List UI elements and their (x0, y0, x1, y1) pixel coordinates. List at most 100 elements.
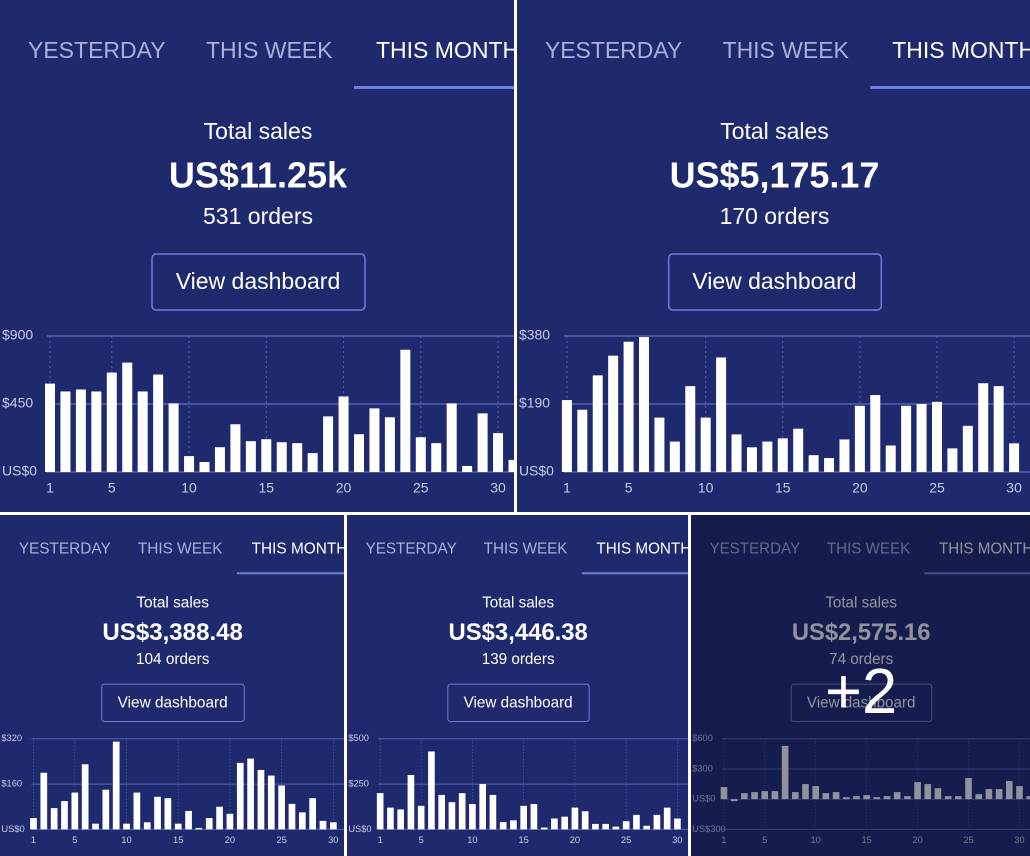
bar (278, 785, 285, 830)
app-screenshot: YESTERDAY THIS WEEK THIS MONTH Total sales U… (691, 515, 1030, 856)
bar (168, 403, 179, 472)
orders-count: 170 orders (720, 203, 830, 229)
bar (995, 789, 1003, 800)
bar (397, 809, 404, 830)
x-tick-label: 10 (811, 835, 821, 845)
y-tick-label: US$0 (692, 794, 715, 804)
bar (854, 405, 865, 472)
bar (663, 807, 671, 830)
bar (185, 810, 192, 830)
tab-indicator (236, 572, 344, 575)
bar (870, 395, 881, 472)
bar (205, 818, 213, 830)
dashboard-button-label[interactable]: View dashboard (118, 695, 228, 712)
bar (247, 758, 254, 830)
bar (354, 434, 364, 472)
bar (245, 441, 256, 472)
tab[interactable]: YESTERDAY (709, 541, 800, 558)
bar (323, 416, 334, 472)
bar (91, 391, 102, 472)
tab[interactable]: YESTERDAY (366, 541, 457, 558)
tab[interactable]: THIS WEEK (206, 37, 333, 63)
bar (195, 827, 203, 830)
bar (133, 792, 141, 830)
dashboard-button-label[interactable]: View dashboard (692, 268, 856, 294)
y-tick-label: $900 (2, 327, 33, 343)
x-tick-label: 5 (72, 835, 77, 845)
app-screenshot: YESTERDAY THIS WEEK THIS MONTH Total sales U… (347, 515, 688, 856)
tab[interactable]: THIS MONTH (939, 541, 1030, 558)
bar (622, 821, 630, 830)
tab[interactable]: THIS WEEK (827, 541, 910, 558)
bar (387, 807, 394, 830)
tab[interactable]: THIS WEEK (723, 37, 850, 63)
bar (60, 391, 71, 472)
x-tick-label: 5 (625, 480, 633, 496)
tab[interactable]: THIS MONTH (892, 37, 1030, 63)
dashboard-button[interactable] (447, 683, 590, 722)
tab[interactable]: THIS MONTH (252, 541, 344, 558)
x-tick-label: 5 (419, 835, 424, 845)
bar (261, 439, 272, 472)
bar (771, 791, 779, 800)
x-tick-label: 30 (672, 835, 682, 845)
bar (61, 801, 68, 830)
bar (924, 784, 932, 800)
x-tick-label: 15 (259, 480, 275, 496)
bar (824, 458, 835, 472)
orders-count: 74 orders (829, 651, 893, 668)
tab-indicator (581, 572, 688, 575)
tab[interactable]: YESTERDAY (19, 541, 111, 558)
tab[interactable]: THIS WEEK (138, 541, 223, 558)
bar (985, 789, 993, 800)
bar (438, 794, 445, 830)
x-tick-label: 30 (328, 835, 338, 845)
x-tick-label: 10 (467, 835, 477, 845)
bar (469, 803, 476, 830)
tab[interactable]: YESTERDAY (28, 37, 166, 63)
bar (978, 383, 989, 472)
tab[interactable]: THIS WEEK (484, 541, 569, 558)
bar (685, 386, 696, 472)
x-tick-label: 5 (108, 480, 116, 496)
tab[interactable]: YESTERDAY (545, 37, 682, 63)
bar (893, 792, 901, 800)
bar (417, 805, 425, 830)
dim-overlay[interactable] (691, 515, 1030, 856)
bar (901, 405, 912, 472)
dashboard-button[interactable] (101, 683, 245, 722)
bar (154, 796, 161, 830)
bar (102, 789, 110, 830)
app-screenshot: YESTERDAY THIS WEEK THIS MONTH Total sales U… (0, 0, 514, 512)
bar (384, 417, 395, 472)
bar (236, 762, 244, 830)
y-tick-label: $250 (348, 779, 369, 789)
bar (30, 818, 37, 830)
dashboard-button-label[interactable]: View dashboard (176, 268, 341, 294)
more-count[interactable]: +2 (825, 656, 897, 727)
tab[interactable]: THIS MONTH (376, 37, 514, 63)
sales-label: Total sales (482, 595, 554, 612)
tab[interactable]: THIS MONTH (596, 541, 688, 558)
bar (934, 788, 942, 800)
bar (499, 822, 507, 830)
bar (448, 802, 456, 830)
bar (122, 362, 133, 472)
bar (873, 797, 881, 800)
x-tick-label: 25 (276, 835, 286, 845)
y-tick-label: $450 (2, 395, 33, 411)
bar (510, 820, 517, 830)
bar (944, 796, 952, 800)
y-tick-label: $600 (692, 733, 713, 743)
dashboard-button[interactable] (790, 683, 933, 722)
dashboard-button-label[interactable]: View dashboard (807, 694, 915, 711)
sales-value: US$2,575.16 (792, 619, 931, 646)
dashboard-button-label[interactable]: View dashboard (464, 694, 573, 711)
dashboard-button[interactable] (151, 253, 366, 311)
bar (561, 400, 572, 472)
bar (540, 827, 548, 830)
dashboard-button[interactable] (667, 253, 883, 311)
bar (81, 764, 89, 830)
bar (761, 791, 769, 800)
bar (226, 813, 234, 830)
